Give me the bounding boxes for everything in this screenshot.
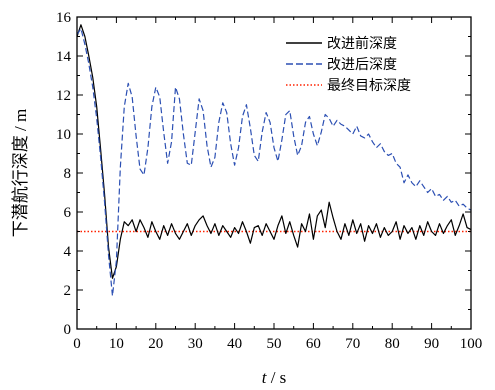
x-tick-label: 40 bbox=[227, 336, 242, 352]
x-axis-title: t / s bbox=[262, 368, 287, 387]
legend-label-target: 最终目标深度 bbox=[327, 78, 411, 94]
x-tick-label: 60 bbox=[306, 336, 321, 352]
legend-label-improved-before: 改进前深度 bbox=[327, 35, 397, 52]
y-tick-label: 14 bbox=[56, 49, 72, 65]
series-line-1 bbox=[76, 28, 472, 297]
x-tick-label: 30 bbox=[188, 336, 203, 352]
x-tick-label: 70 bbox=[345, 336, 360, 352]
x-tick-label: 20 bbox=[148, 336, 163, 352]
ticks-layer bbox=[76, 16, 472, 330]
y-tick-label: 6 bbox=[64, 205, 72, 221]
y-tick-label: 8 bbox=[64, 166, 72, 182]
y-tick-label: 16 bbox=[56, 10, 72, 26]
y-tick-label: 10 bbox=[56, 127, 71, 143]
x-axis-title-unit: / s bbox=[266, 368, 286, 387]
tick-labels: 0 10 20 30 40 50 60 70 80 90 100 0 2 4 6 8 10 12 14 16 bbox=[56, 10, 482, 352]
x-tick-label: 10 bbox=[109, 336, 124, 352]
y-tick-label: 12 bbox=[56, 88, 71, 104]
x-tick-label: 50 bbox=[267, 336, 282, 352]
x-tick-label: 0 bbox=[73, 336, 81, 352]
y-tick-label: 0 bbox=[64, 322, 72, 338]
x-axis-title-italic: t bbox=[262, 368, 268, 387]
x-tick-label: 100 bbox=[460, 336, 483, 352]
x-tick-label: 80 bbox=[385, 336, 400, 352]
series-line-0 bbox=[76, 24, 472, 279]
legend-label-improved-after: 改进后深度 bbox=[327, 57, 397, 73]
x-tick-label: 90 bbox=[424, 336, 439, 352]
y-axis-title: 下潜航行深度 / m bbox=[11, 109, 30, 237]
series-layer bbox=[76, 24, 472, 297]
y-tick-label: 4 bbox=[64, 244, 72, 260]
y-tick-label: 2 bbox=[64, 283, 72, 299]
plot-frame bbox=[76, 16, 472, 330]
legend: 改进前深度 改进后深度 最终目标深度 bbox=[286, 35, 411, 94]
